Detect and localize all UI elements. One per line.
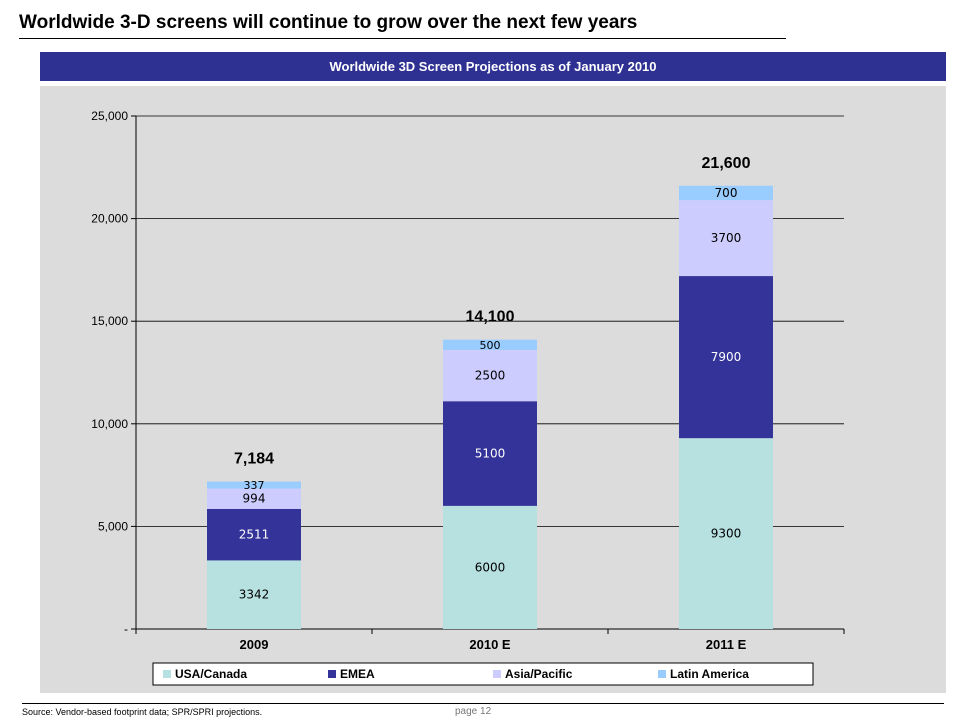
bar-segment	[679, 185, 773, 201]
y-tick-label: -	[124, 622, 128, 636]
legend-label: Latin America	[670, 667, 749, 681]
bar-segment	[207, 488, 301, 509]
bar-segment	[443, 505, 537, 629]
bar-segment	[443, 339, 537, 350]
data-label: 2500	[475, 369, 506, 383]
chart-title: Worldwide 3D Screen Projections as of Ja…	[40, 52, 946, 81]
total-label: 7,184	[234, 451, 274, 468]
x-tick-label: 2009	[240, 637, 269, 652]
slide-title: Worldwide 3-D screens will continue to g…	[19, 12, 638, 33]
data-label: 2511	[239, 528, 270, 542]
total-label: 21,600	[702, 155, 751, 172]
data-label: 6000	[475, 560, 506, 574]
source-note: Source: Vendor-based footprint data; SPR…	[22, 707, 263, 717]
legend-label: EMEA	[340, 667, 375, 681]
y-tick-label: 10,000	[91, 417, 128, 431]
bar-segment	[679, 200, 773, 277]
data-label: 500	[480, 339, 501, 352]
legend-swatch	[163, 670, 171, 678]
page-number: page 12	[455, 706, 492, 717]
legend-swatch	[658, 670, 666, 678]
legend-swatch	[328, 670, 336, 678]
data-label: 3700	[711, 231, 742, 245]
data-label: 7900	[711, 350, 742, 364]
x-tick-label: 2011 E	[706, 637, 747, 652]
data-label: 9300	[711, 527, 742, 541]
title-underline	[19, 38, 786, 39]
y-tick-label: 5,000	[98, 519, 128, 533]
data-label: 994	[243, 492, 266, 506]
legend-swatch	[493, 670, 501, 678]
bar-segment	[207, 508, 301, 561]
y-tick-label: 20,000	[91, 212, 128, 226]
bar-segment	[207, 560, 301, 629]
total-label: 14,100	[466, 309, 515, 326]
bar-segment	[443, 401, 537, 506]
x-tick-label: 2010 E	[469, 637, 511, 652]
data-label: 700	[715, 186, 738, 200]
data-label: 337	[244, 479, 265, 492]
chart-panel: - 5,000 10,000 15,000 20,000 25,000 3342 2511 99…	[40, 86, 946, 693]
bar-segment	[443, 349, 537, 402]
stacked-bar-chart: - 5,000 10,000 15,000 20,000 25,000 3342 2511 99…	[91, 109, 845, 686]
legend-label: USA/Canada	[175, 667, 247, 681]
y-tick-label: 15,000	[91, 314, 128, 328]
bar-segment	[679, 438, 773, 629]
legend	[152, 662, 814, 686]
y-tick-label: 25,000	[91, 109, 128, 123]
data-label: 3342	[239, 588, 270, 602]
bar-segment	[679, 276, 773, 439]
data-label: 5100	[475, 447, 506, 461]
bar-segment	[207, 481, 301, 489]
legend-label: Asia/Pacific	[505, 667, 573, 681]
footer-rule	[22, 703, 944, 704]
